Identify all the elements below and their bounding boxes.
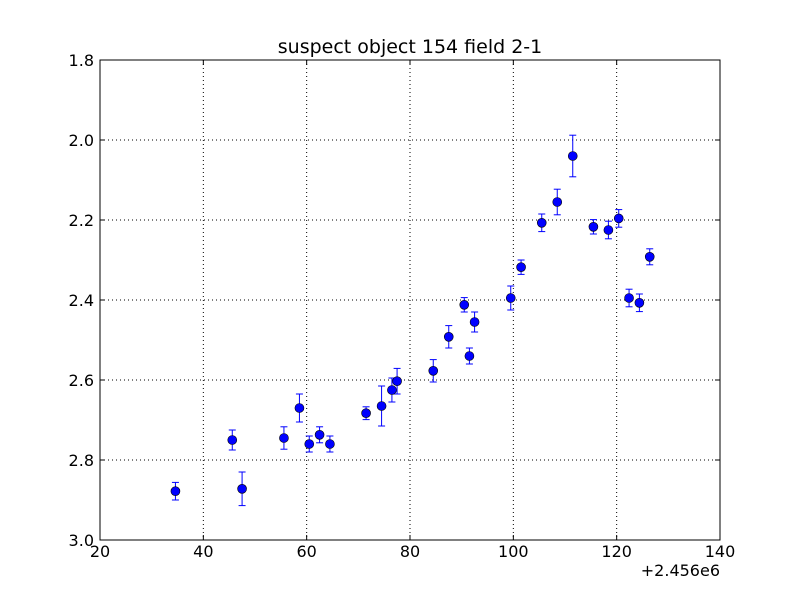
data-point (376, 401, 387, 411)
y-tick-label: 2.8 (69, 451, 94, 470)
data-point (237, 483, 247, 494)
data-point (624, 293, 634, 303)
data-point (459, 299, 470, 310)
x-tick-label: 20 (90, 542, 110, 561)
data-points (170, 151, 655, 497)
y-tick-label: 3.0 (69, 531, 94, 550)
x-tick-label: 60 (296, 542, 316, 561)
data-point (387, 385, 397, 395)
data-point (304, 439, 315, 449)
data-point (603, 225, 614, 235)
y-tick-label: 1.8 (69, 51, 94, 70)
data-point (588, 222, 599, 232)
data-point (428, 365, 439, 376)
x-tick-label: 100 (498, 542, 529, 561)
x-axis-offset-label: +2.456e6 (641, 561, 720, 580)
data-point (469, 317, 480, 327)
data-point (392, 376, 402, 387)
x-tick-label: 40 (193, 542, 213, 561)
y-tick-label: 2.6 (69, 371, 94, 390)
data-point (536, 218, 547, 228)
x-tick-label: 140 (705, 542, 736, 561)
x-tick-label: 120 (601, 542, 632, 561)
y-tick-labels: 1.8 2.0 2.2 2.4 2.6 2.8 3.0 (69, 51, 94, 550)
x-tick-labels: 20 40 60 80 100 120 140 (90, 542, 735, 561)
data-point (294, 403, 305, 413)
data-point (516, 262, 526, 273)
chart-title: suspect object 154 field 2-1 (278, 36, 543, 58)
y-tick-label: 2.2 (69, 211, 94, 230)
data-point (567, 151, 578, 161)
data-point (227, 435, 238, 445)
data-point (443, 331, 454, 342)
data-point (552, 197, 563, 207)
data-point (613, 213, 624, 224)
data-point (325, 439, 335, 449)
data-point (314, 429, 325, 440)
data-point (644, 251, 655, 262)
data-point (361, 408, 371, 419)
data-point (634, 297, 645, 308)
data-point (464, 351, 475, 361)
x-tick-label: 80 (400, 542, 420, 561)
data-point (170, 486, 181, 497)
y-tick-label: 2.0 (69, 131, 94, 150)
data-point (505, 293, 516, 303)
data-point (279, 433, 289, 443)
y-tick-label: 2.4 (69, 291, 94, 310)
axis-ticks (99, 59, 721, 541)
